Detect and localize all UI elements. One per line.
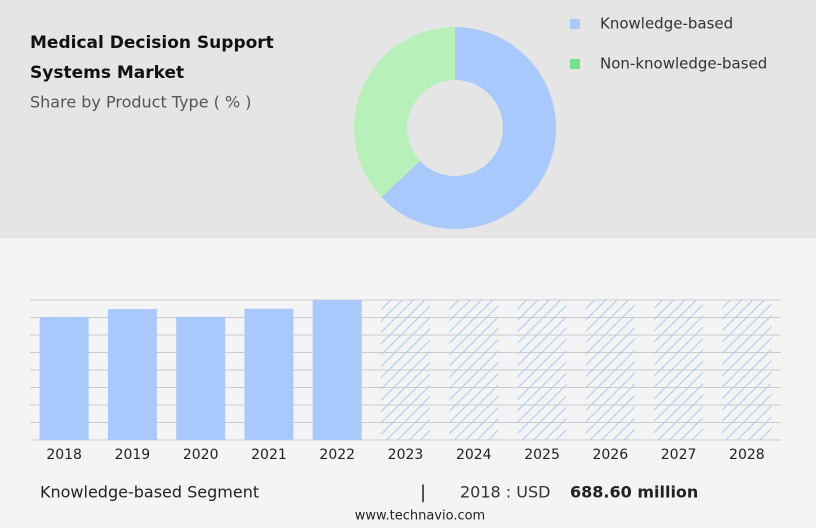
bar (107, 309, 157, 440)
footer-value: 688.60 million (570, 483, 698, 502)
forecast-bar (585, 300, 635, 440)
x-tick-label: 2027 (661, 447, 697, 463)
donut-slice (354, 27, 455, 198)
x-tick-label: 2020 (183, 447, 219, 463)
legend-label: Knowledge-based (600, 15, 733, 33)
forecast-bar (654, 300, 704, 440)
footer-segment: Knowledge-based Segment (40, 483, 259, 502)
legend-swatch (570, 59, 580, 69)
legend-swatch (570, 19, 580, 29)
x-tick-label: 2022 (319, 447, 355, 463)
title-line1: Medical Decision Support Systems Market (30, 33, 274, 83)
x-tick-label: 2021 (251, 447, 287, 463)
source: www.technavio.com (355, 509, 485, 524)
forecast-bar (517, 300, 567, 440)
forecast-bar (381, 300, 430, 440)
legend-label: Non-knowledge-based (600, 55, 767, 73)
forecast-bar (449, 300, 499, 440)
separator: | (420, 482, 426, 503)
subtitle: Share by Product Type ( % ) (30, 93, 252, 112)
x-tick-label: 2023 (388, 447, 424, 463)
x-tick-label: 2026 (592, 447, 628, 463)
footer-year: 2018 : USD (460, 483, 550, 502)
bar (39, 317, 89, 440)
x-tick-label: 2028 (729, 447, 765, 463)
donut-slice (381, 27, 556, 229)
forecast-bar (722, 300, 772, 440)
bar (312, 300, 362, 440)
bar (176, 316, 226, 440)
x-tick-label: 2019 (115, 447, 151, 463)
x-tick-label: 2025 (524, 447, 560, 463)
x-tick-label: 2024 (456, 447, 492, 463)
bar (244, 308, 294, 440)
x-tick-label: 2018 (46, 447, 82, 463)
